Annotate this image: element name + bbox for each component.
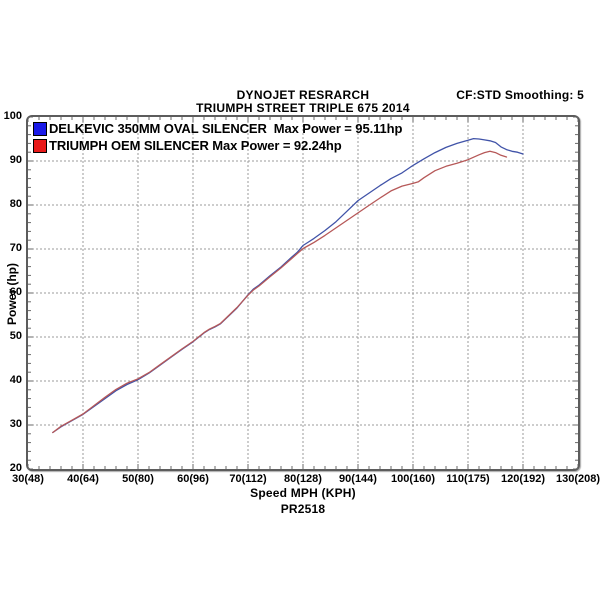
y-tick-label: 100 bbox=[3, 110, 22, 122]
plot-svg bbox=[28, 117, 578, 469]
legend-row-oem: TRIUMPH OEM SILENCER Max Power = 92.24hp bbox=[33, 137, 402, 154]
x-tick-label: 80(128) bbox=[284, 473, 322, 485]
plot-area: DELKEVIC 350MM OVAL SILENCER Max Power =… bbox=[26, 115, 580, 471]
oem-power-curve bbox=[52, 150, 508, 434]
delkevic-power-curve bbox=[52, 137, 524, 434]
x-tick-label: 130(208) bbox=[555, 473, 600, 485]
y-tick-label: 70 bbox=[9, 242, 22, 254]
smoothing-label: CF:STD Smoothing: 5 bbox=[456, 88, 584, 102]
x-tick-label: 120(192) bbox=[500, 473, 546, 485]
delkevic-legend-label: DELKEVIC 350MM OVAL SILENCER Max Power =… bbox=[49, 121, 403, 136]
run-id: PR2518 bbox=[280, 502, 326, 516]
y-tick-label: 50 bbox=[9, 330, 22, 342]
chart-title: DYNOJET RESRARCH bbox=[236, 88, 370, 102]
oem-legend-label: TRIUMPH OEM SILENCER Max Power = 92.24hp bbox=[49, 138, 342, 153]
y-tick-label: 60 bbox=[9, 286, 22, 298]
delkevic-legend-swatch bbox=[33, 121, 47, 136]
x-tick-label: 100(160) bbox=[390, 473, 436, 485]
oem-legend-swatch bbox=[33, 138, 47, 153]
y-axis-label: Power (hp) bbox=[5, 263, 19, 325]
y-tick-label: 20 bbox=[9, 462, 22, 474]
y-tick-label: 80 bbox=[9, 198, 22, 210]
y-tick-label: 30 bbox=[9, 418, 22, 430]
y-tick-label: 40 bbox=[9, 374, 22, 386]
x-tick-label: 70(112) bbox=[229, 473, 267, 485]
chart-subtitle: TRIUMPH STREET TRIPLE 675 2014 bbox=[196, 101, 410, 115]
x-tick-label: 40(64) bbox=[67, 473, 99, 485]
x-tick-label: 110(175) bbox=[446, 473, 490, 485]
y-tick-label: 90 bbox=[9, 154, 22, 166]
x-axis-label: Speed MPH (KPH) bbox=[250, 486, 356, 500]
x-tick-label: 60(96) bbox=[177, 473, 209, 485]
x-tick-label: 50(80) bbox=[122, 473, 154, 485]
x-tick-label: 90(144) bbox=[339, 473, 377, 485]
legend: DELKEVIC 350MM OVAL SILENCER Max Power =… bbox=[33, 120, 402, 154]
x-tick-label: 30(48) bbox=[12, 473, 44, 485]
legend-row-delkevic: DELKEVIC 350MM OVAL SILENCER Max Power =… bbox=[33, 120, 402, 137]
